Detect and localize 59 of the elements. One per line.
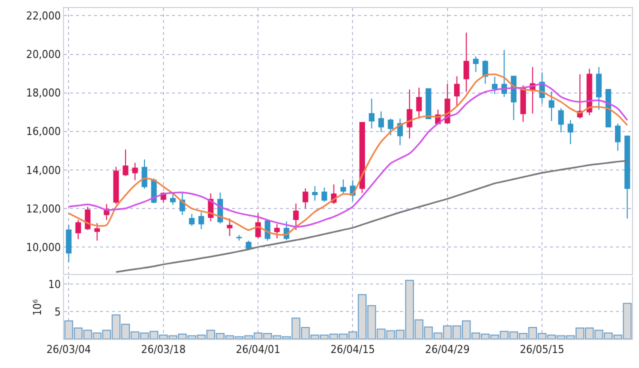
candlestick — [188, 214, 195, 226]
y-tick-label: 10,000 — [26, 240, 61, 254]
candlestick — [501, 49, 508, 98]
candlestick — [624, 136, 630, 219]
candlestick — [388, 118, 394, 136]
x-tick-label: 26/04/15 — [330, 343, 375, 356]
candlestick — [122, 148, 128, 177]
candlestick — [416, 87, 422, 120]
candlestick — [586, 68, 592, 116]
y-tick-label: 16,000 — [26, 125, 61, 138]
candlestick — [472, 56, 479, 72]
candlestick — [520, 84, 526, 122]
candlestick — [293, 202, 299, 231]
candlestick — [255, 212, 261, 239]
candlestick — [312, 186, 318, 202]
candlestick — [406, 89, 412, 139]
x-tick-label: 26/03/04 — [46, 343, 91, 356]
candlestick — [264, 218, 270, 242]
x-tick-label: 26/04/29 — [425, 343, 470, 356]
candlestick — [359, 122, 366, 194]
candlestick — [75, 220, 82, 240]
y-tick-label: 14,000 — [26, 164, 61, 177]
candlestick — [378, 110, 384, 132]
candlestick — [568, 120, 574, 145]
candlestick — [530, 66, 536, 114]
candlestick — [66, 224, 72, 263]
x-tick-label: 26/05/15 — [520, 343, 564, 356]
x-tick-label: 26/04/01 — [236, 343, 280, 356]
candlestick — [322, 186, 328, 202]
candlestick — [558, 108, 564, 134]
candlestick — [492, 76, 498, 95]
candlestick — [426, 88, 432, 120]
y-tick-label: 5 — [54, 305, 61, 318]
candlestick — [548, 90, 554, 122]
y-tick-label: 12,000 — [26, 202, 61, 216]
candlestick — [340, 179, 346, 195]
candlestick — [274, 224, 280, 239]
y-axis-title: 10⁶ — [30, 299, 44, 316]
y-tick-label: 22,000 — [26, 10, 61, 23]
candlestick — [368, 98, 374, 129]
x-tick-label: 26/03/18 — [141, 343, 186, 356]
y-tick-label: 20,000 — [26, 48, 61, 62]
candlestick — [226, 218, 232, 237]
candlestick — [142, 159, 148, 190]
candlestick — [302, 188, 308, 209]
candlestick — [596, 66, 602, 110]
candlestick — [236, 234, 242, 242]
candlestick — [454, 76, 460, 108]
y-tick-label: 18,000 — [26, 86, 61, 100]
candlestick — [614, 122, 621, 152]
candlestick — [198, 212, 204, 230]
candlestick — [132, 162, 138, 181]
candlestick — [113, 166, 119, 205]
candlestick — [464, 32, 470, 92]
candlestick — [482, 60, 488, 84]
line-series — [115, 160, 628, 273]
candlestick — [94, 222, 100, 242]
y-tick-label: 10 — [48, 278, 61, 292]
candlestick — [170, 192, 176, 206]
